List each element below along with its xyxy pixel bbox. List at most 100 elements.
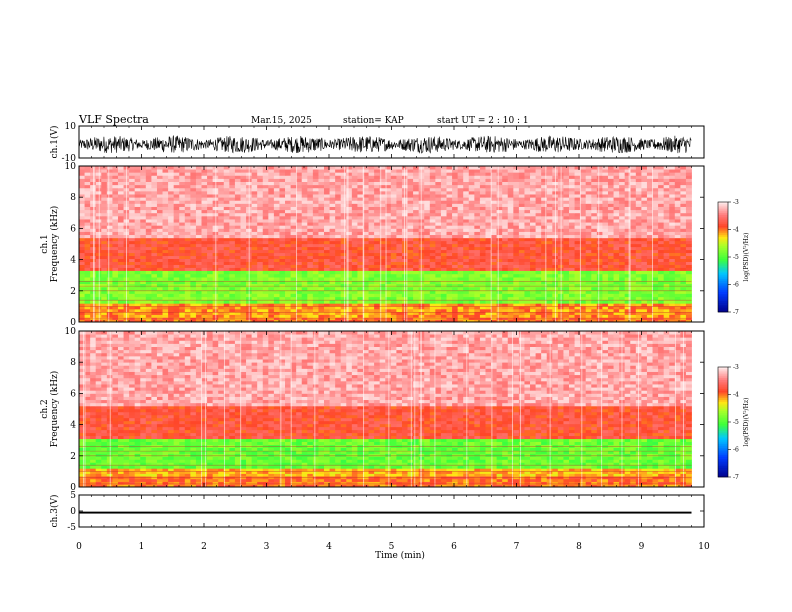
- spectrogram-cell: [485, 249, 492, 254]
- spectrogram-cell: [535, 234, 542, 239]
- spectrogram-cell: [563, 237, 570, 242]
- spectrogram-cell: [234, 267, 241, 271]
- spectrogram-cell: [223, 219, 230, 223]
- spectrogram-cell: [296, 252, 303, 257]
- spectrogram-cell: [207, 267, 214, 271]
- spectrogram-cell: [379, 228, 386, 232]
- spectrogram-cell: [674, 314, 681, 318]
- spectrogram-cell: [524, 314, 531, 318]
- spectrogram-cell: [669, 222, 676, 226]
- spectrogram-cell: [585, 215, 592, 220]
- spectrogram-cell: [507, 308, 514, 313]
- spectrogram-cell: [84, 273, 91, 278]
- spectrogram-cell: [201, 237, 208, 242]
- spectrogram-cell: [613, 290, 620, 294]
- spectrogram-cell: [574, 270, 581, 275]
- spectrogram-cell: [335, 206, 342, 211]
- spectrogram-cell: [413, 283, 420, 288]
- spectrogram-cell: [335, 222, 342, 226]
- spectrogram-cell: [379, 203, 386, 207]
- spectrogram-cell: [407, 308, 414, 313]
- spectrogram-cell: [195, 252, 202, 257]
- spectrogram-cell: [457, 261, 464, 265]
- spectrogram-cell: [140, 319, 147, 323]
- spectrogram-cell: [229, 200, 236, 204]
- spectrogram-cell: [190, 222, 197, 226]
- spectrogram-cell: [312, 249, 319, 254]
- spectrogram-cell: [596, 231, 603, 236]
- spectrogram-cell: [106, 283, 113, 288]
- spectrogram-cell: [301, 267, 308, 271]
- spectrogram-cell: [680, 225, 687, 229]
- spectrogram-cell: [574, 290, 581, 294]
- spectrogram-cell: [652, 267, 659, 271]
- spectrogram-cell: [658, 283, 665, 288]
- spectrogram-cell: [424, 308, 431, 313]
- spectrogram-cell: [101, 286, 108, 291]
- spectrogram-cell: [680, 311, 687, 315]
- spectrogram-cell: [179, 212, 186, 217]
- spectrogram-cell: [485, 261, 492, 265]
- spectrogram-cell: [257, 212, 264, 217]
- spectrogram-cell: [362, 293, 369, 298]
- spectrogram-cell: [207, 252, 214, 257]
- spectrogram-cell: [84, 209, 91, 214]
- spectrogram-cell: [168, 187, 175, 192]
- spectrogram-cell: [296, 243, 303, 248]
- spectrogram-cell: [201, 206, 208, 211]
- spectrogram-cell: [251, 280, 258, 285]
- spectrogram-cell: [101, 240, 108, 245]
- spectrogram-cell: [602, 197, 609, 201]
- spectrogram-cell: [580, 290, 587, 294]
- spectrogram-cell: [374, 300, 381, 304]
- spectrogram-cell: [674, 231, 681, 236]
- spectrogram-cell: [680, 303, 687, 307]
- spectrogram-cell: [357, 277, 364, 281]
- spectrogram-cell: [452, 228, 459, 232]
- spectrogram-cell: [273, 203, 280, 207]
- spectrogram-cell: [273, 267, 280, 271]
- spectrogram-cell: [424, 209, 431, 214]
- spectrogram-cell: [195, 240, 202, 245]
- spectrogram-cell: [574, 246, 581, 251]
- spectrogram-cell: [374, 319, 381, 323]
- spectrogram-cell: [546, 240, 553, 245]
- spectrogram-cell: [507, 234, 514, 239]
- spectrogram-cell: [602, 209, 609, 214]
- spectrogram-cell: [407, 237, 414, 242]
- spectrogram-cell: [340, 293, 347, 298]
- spectrogram-cell: [674, 255, 681, 260]
- spectrogram-cell: [513, 219, 520, 223]
- spectrogram-cell: [569, 209, 575, 214]
- spectrogram-cell: [318, 200, 325, 204]
- spectrogram-cell: [223, 252, 230, 257]
- spectrogram-cell: [145, 234, 152, 239]
- spectrogram-cell: [602, 308, 609, 313]
- spectrogram-cell: [535, 267, 542, 271]
- spectrogram-cell: [646, 209, 653, 214]
- spectrogram-cell: [607, 240, 614, 245]
- spectrogram-cell: [563, 296, 570, 301]
- spectrogram-cell: [279, 209, 286, 214]
- spectrogram-cell: [474, 277, 481, 281]
- spectrogram-cell: [296, 290, 303, 294]
- spectrogram-cell: [507, 258, 514, 262]
- spectrogram-cell: [624, 219, 631, 223]
- spectrogram-cell: [156, 286, 163, 291]
- spectrogram-cell: [95, 296, 102, 301]
- spectrogram-cell: [580, 243, 587, 248]
- spectrogram-cell: [385, 267, 392, 271]
- spectrogram-cell: [195, 290, 202, 294]
- spectrogram-cell: [574, 194, 581, 198]
- spectrogram-cell: [613, 190, 620, 195]
- spectrogram-cell: [218, 270, 225, 275]
- spectrogram-cell: [452, 209, 459, 214]
- spectrogram-cell: [407, 273, 414, 278]
- spectrogram-cell: [546, 200, 553, 204]
- spectrogram-cell: [268, 300, 275, 304]
- spectrogram-cell: [607, 237, 614, 242]
- spectrogram-cell: [429, 203, 436, 207]
- spectrogram-cell: [491, 215, 498, 220]
- spectrogram-cell: [457, 228, 464, 232]
- spectrogram-cell: [468, 194, 475, 198]
